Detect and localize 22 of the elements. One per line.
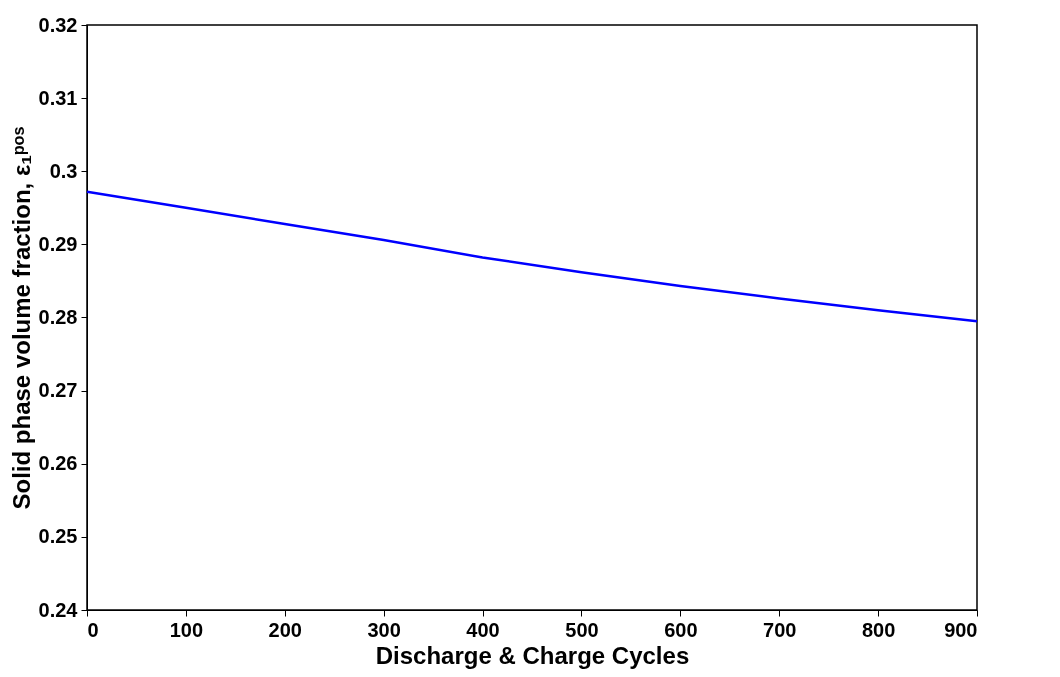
- y-tick-label: 0.29: [38, 232, 78, 255]
- x-tick-label: 0: [87, 618, 99, 641]
- y-tick-label: 0.24: [38, 598, 79, 621]
- line-series: [85, 190, 979, 323]
- y-tick-label: 0.26: [38, 452, 78, 475]
- x-tick-label: 500: [565, 618, 599, 641]
- x-tick-label: 600: [664, 618, 698, 641]
- y-tick-label: 0.25: [38, 525, 78, 548]
- y-axis-title: Solid phase volume fraction, ε₁ᵖᵒˢ: [7, 126, 35, 510]
- x-tick-label: 400: [466, 618, 500, 641]
- x-tick-label: 900: [944, 618, 978, 641]
- x-axis-title: Discharge & Charge Cycles: [375, 641, 690, 669]
- y-tick-label: 0.3: [49, 159, 78, 182]
- x-tick-label: 700: [763, 618, 797, 641]
- x-tick-label: 200: [268, 618, 302, 641]
- x-tick-label: 100: [169, 618, 204, 641]
- y-tick-label: 0.32: [38, 13, 78, 36]
- x-tick-label: 300: [367, 618, 401, 641]
- x-tick-label: 800: [861, 618, 896, 641]
- y-tick-label: 0.31: [38, 86, 78, 109]
- y-tick-label: 0.28: [38, 306, 78, 328]
- y-tick-label: 0.27: [38, 379, 78, 402]
